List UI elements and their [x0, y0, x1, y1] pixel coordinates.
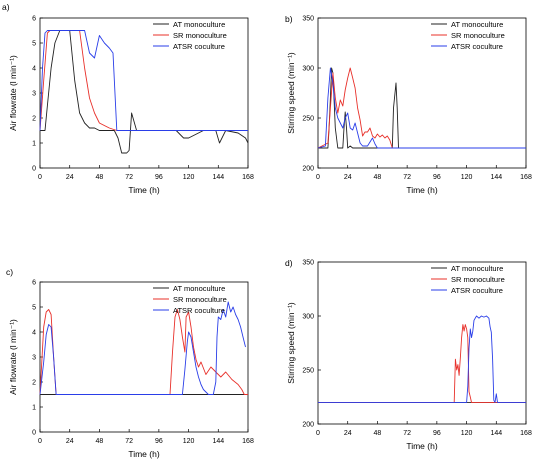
- y-tick-label: 1: [32, 141, 36, 148]
- x-tick-label: 24: [344, 430, 352, 437]
- plot-frame: [317, 17, 527, 169]
- legend-label: ATSR coculture: [173, 306, 225, 315]
- y-tick-label: 350: [302, 16, 314, 23]
- x-tick-label: 24: [66, 174, 74, 181]
- y-axis-label: Air flowrate (l min⁻¹): [8, 319, 18, 395]
- legend-label: ATSR coculture: [451, 286, 503, 295]
- x-tick-label: 72: [125, 438, 133, 445]
- x-tick-label: 168: [242, 174, 254, 181]
- legend-label: SR monoculture: [451, 31, 505, 40]
- series-line: [39, 30, 248, 131]
- y-axis-label: Stirring speed (min⁻¹): [286, 302, 296, 384]
- y-tick-label: 1: [32, 405, 36, 412]
- panel-label: c): [6, 267, 13, 277]
- series-line: [39, 30, 248, 131]
- x-axis-label: Time (h): [406, 441, 437, 451]
- y-tick-label: 5: [32, 305, 36, 312]
- y-tick-label: 0: [32, 166, 36, 173]
- x-tick-label: 0: [316, 430, 320, 437]
- x-tick-label: 144: [490, 430, 502, 437]
- panel-b: 0 24 48 72 96 120 144 168 200 250 300 350 Time (h) St…: [285, 14, 532, 195]
- y-tick-label: 2: [32, 380, 36, 387]
- x-tick-label: 72: [403, 174, 411, 181]
- x-tick-label: 144: [212, 174, 224, 181]
- legend-label: AT monoculture: [173, 284, 225, 293]
- y-tick-label: 0: [32, 430, 36, 437]
- y-tick-label: 2: [32, 116, 36, 123]
- legend-label: AT monoculture: [451, 20, 503, 29]
- x-tick-label: 168: [520, 174, 532, 181]
- x-tick-label: 96: [155, 174, 163, 181]
- legend-label: AT monoculture: [173, 20, 225, 29]
- y-tick-label: 3: [32, 91, 36, 98]
- x-axis-label: Time (h): [128, 449, 159, 459]
- panel-a: 0 24 48 72 96 120 144 168 0 1 2 3 4 5 6 Time (h) Air flo…: [2, 2, 254, 195]
- y-tick-label: 6: [32, 280, 36, 287]
- x-tick-label: 72: [403, 430, 411, 437]
- x-axis-label: Time (h): [406, 185, 437, 195]
- legend-label: AT monoculture: [451, 264, 503, 273]
- plot-frame: [317, 261, 527, 425]
- y-tick-label: 200: [302, 166, 314, 173]
- legend-label: ATSR coculture: [451, 42, 503, 51]
- x-axis-label: Time (h): [128, 185, 159, 195]
- panel-c: 0 24 48 72 96 120 144 168 0 1 2 3 4 5 6 Time (h) Air flo…: [6, 267, 254, 459]
- x-tick-label: 24: [344, 174, 352, 181]
- y-tick-label: 200: [302, 422, 314, 429]
- y-tick-label: 300: [302, 314, 314, 321]
- x-tick-label: 48: [374, 430, 382, 437]
- x-tick-label: 0: [38, 174, 42, 181]
- y-tick-label: 250: [302, 116, 314, 123]
- y-tick-label: 250: [302, 368, 314, 375]
- x-tick-label: 120: [183, 174, 195, 181]
- x-tick-label: 120: [461, 430, 473, 437]
- legend-label: SR monoculture: [173, 295, 227, 304]
- legend-label: SR monoculture: [451, 275, 505, 284]
- y-tick-label: 5: [32, 41, 36, 48]
- x-tick-label: 0: [38, 438, 42, 445]
- series-line: [317, 67, 526, 149]
- series-line: [318, 315, 526, 403]
- legend-label: ATSR coculture: [173, 42, 225, 51]
- x-tick-label: 48: [96, 438, 104, 445]
- x-tick-label: 24: [66, 438, 74, 445]
- x-tick-label: 48: [96, 174, 104, 181]
- y-tick-label: 350: [302, 260, 314, 267]
- y-tick-label: 300: [302, 66, 314, 73]
- x-tick-label: 144: [212, 438, 224, 445]
- panel-d: 0 24 48 72 96 120 144 168 200 250 300 350 Time (h) St…: [285, 258, 532, 451]
- panel-label: a): [2, 2, 10, 12]
- y-tick-label: 4: [32, 66, 36, 73]
- x-tick-label: 0: [316, 174, 320, 181]
- x-tick-label: 48: [374, 174, 382, 181]
- x-tick-label: 168: [520, 430, 532, 437]
- x-tick-label: 120: [461, 174, 473, 181]
- x-tick-label: 96: [433, 430, 441, 437]
- series-line: [318, 324, 526, 403]
- legend-label: SR monoculture: [173, 31, 227, 40]
- series-line: [39, 301, 246, 395]
- x-tick-label: 168: [242, 438, 254, 445]
- series-line: [317, 67, 526, 149]
- series-line: [318, 67, 526, 149]
- y-tick-label: 6: [32, 16, 36, 23]
- x-tick-label: 96: [155, 438, 163, 445]
- y-axis-label: Stirring speed (min⁻¹): [286, 52, 296, 134]
- y-axis-label: Air flowrate (l min⁻¹): [8, 55, 18, 131]
- panel-label: b): [285, 14, 293, 24]
- y-tick-label: 3: [32, 355, 36, 362]
- panel-label: d): [285, 258, 293, 268]
- y-tick-label: 4: [32, 330, 36, 337]
- x-tick-label: 96: [433, 174, 441, 181]
- plot-frame: [39, 17, 249, 169]
- x-tick-label: 144: [490, 174, 502, 181]
- x-tick-label: 120: [183, 438, 195, 445]
- x-tick-label: 72: [125, 174, 133, 181]
